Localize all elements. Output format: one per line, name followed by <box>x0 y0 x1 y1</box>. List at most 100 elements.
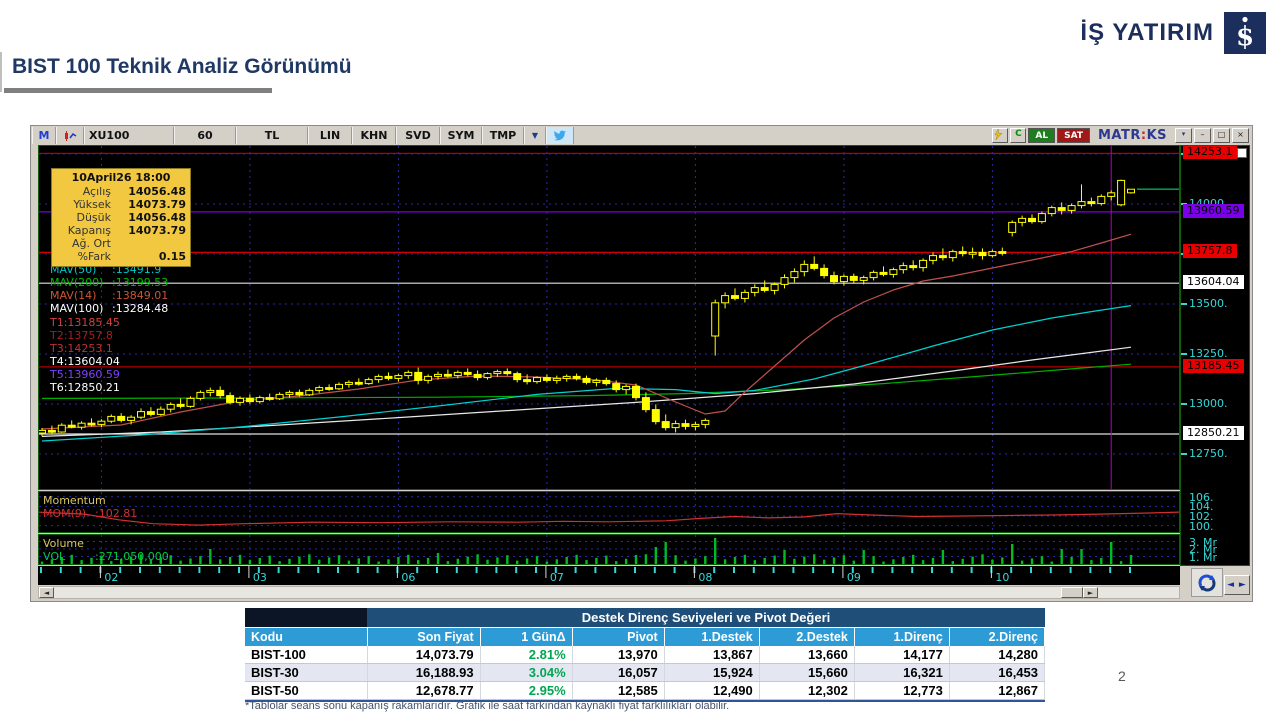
table-header-cell: 2.Destek <box>759 627 855 646</box>
t-level-label: T3:14253.1 <box>50 342 113 355</box>
table-cell: 16,321 <box>854 663 950 682</box>
t-level-label: T6:12850.21 <box>50 381 120 394</box>
period-field[interactable]: 60 <box>174 127 236 144</box>
table-cell: 13,970 <box>572 646 665 664</box>
price-tick-label: 13500. <box>1189 297 1228 310</box>
table-header-cell: Son Fiyat <box>367 627 481 646</box>
sell-button[interactable]: SAT <box>1057 128 1090 143</box>
flash-icon[interactable] <box>992 128 1009 143</box>
buy-button[interactable]: AL <box>1028 128 1056 143</box>
minimize-icon[interactable]: – <box>1194 128 1211 143</box>
table-cell: 14,073.79 <box>367 646 481 664</box>
table-header-cell: 2.Direnç <box>949 627 1046 646</box>
svg-text:$: $ <box>1236 22 1254 52</box>
momentum-tick-label: 106. <box>1189 490 1214 504</box>
table-cell: 13,867 <box>664 646 760 664</box>
momentum-tick-label: 104. <box>1189 500 1214 514</box>
table-header-cell: Kodu <box>245 627 368 646</box>
momentum-panel[interactable] <box>38 491 1180 533</box>
price-level-badge: 13757.8 <box>1183 244 1237 259</box>
svd-button[interactable]: SVD <box>396 127 440 144</box>
prev-next-buttons[interactable]: ◄ ► <box>1224 575 1250 595</box>
svg-text:06: 06 <box>401 571 415 584</box>
support-resistance-table: Kodu Son Fiyat 1 GünΔ Pivot 1.Destek 2.Destek… <box>245 627 1046 700</box>
table-cell: 2.95% <box>480 681 573 700</box>
axis-tick <box>1181 403 1187 405</box>
page-number: 2 <box>1118 668 1126 684</box>
table-header-cell: Pivot <box>572 627 665 646</box>
time-axis: 02 03 06 07 08 09 10 <box>38 566 1180 585</box>
horizontal-scrollbar[interactable]: ◄ ► <box>38 586 1180 599</box>
price-level-badge: 14253.1 <box>1183 146 1237 160</box>
sym-button[interactable]: SYM <box>440 127 482 144</box>
sync-icon[interactable] <box>1191 568 1223 597</box>
table-cell: 12,490 <box>664 681 760 700</box>
table-header-cell: 1 GünΔ <box>480 627 573 646</box>
t-level-label: T4:13604.04 <box>50 355 120 368</box>
currency-field[interactable]: TL <box>236 127 308 144</box>
price-level-badge: 13960.59 <box>1183 203 1244 218</box>
khn-button[interactable]: KHN <box>352 127 396 144</box>
lin-button[interactable]: LIN <box>308 127 352 144</box>
scroll-right-icon[interactable]: ► <box>1083 587 1098 598</box>
axis-tick <box>1181 353 1187 355</box>
price-level-badge: 12850.21 <box>1183 425 1244 440</box>
mav-label: MAV(200):13199.53 <box>50 276 169 289</box>
tmp-button[interactable]: TMP <box>482 127 524 144</box>
footnote: *Tablolar seans sonu kapanış rakamlarıdı… <box>245 700 730 712</box>
panel-restore-icon[interactable] <box>1237 148 1247 158</box>
main-chart-panel[interactable]: 10April26 18:00 Açılış 14056.48 Yüksek 140… <box>38 145 1180 490</box>
refresh-icon[interactable]: C <box>1010 128 1027 143</box>
table-row: BIST-100 14,073.79 2.81% 13,970 13,867 13,660… <box>245 646 1046 664</box>
is-yatirim-logo: İŞ YATIRIM $ <box>1080 12 1266 54</box>
chart-toolbar: M XU100 60 TL LIN KHN SVD SYM TMP ▼ C AL <box>32 127 1251 144</box>
svg-text:08: 08 <box>698 571 712 584</box>
volume-panel[interactable] <box>38 534 1180 565</box>
table-cell: BIST-50 <box>245 681 368 700</box>
table-cell: 15,660 <box>759 663 855 682</box>
chart-type-icon[interactable] <box>56 127 84 144</box>
table-header-row: Kodu Son Fiyat 1 GünΔ Pivot 1.Destek 2.Destek… <box>245 627 1046 646</box>
window-dropdown-icon[interactable]: ▾ <box>1175 128 1192 143</box>
volume-tick-label: 3. Mr <box>1189 535 1218 549</box>
table-cell: 14,280 <box>949 646 1046 664</box>
price-tick-label: 12750. <box>1189 447 1228 460</box>
table-title: Destek Direnç Seviyeleri ve Pivot Değeri <box>367 608 1045 627</box>
matriks-chart-window: M XU100 60 TL LIN KHN SVD SYM TMP ▼ C AL <box>30 125 1253 602</box>
svg-text:02: 02 <box>104 571 118 584</box>
is-yatirim-logo-text: İŞ YATIRIM <box>1080 19 1214 46</box>
table-cell: 12,302 <box>759 681 855 700</box>
svg-text:03: 03 <box>253 571 267 584</box>
scrollbar-thumb[interactable] <box>1061 587 1083 598</box>
table-cell: 15,924 <box>664 663 760 682</box>
scroll-left-icon[interactable]: ◄ <box>39 587 54 598</box>
mav-legend: MAV(50):13491.9 MAV(200):13199.53 MAV(14):… <box>50 263 168 315</box>
table-cell: 12,585 <box>572 681 665 700</box>
momentum-legend: Momentum MOM(9):102.81 <box>43 494 138 520</box>
mav-label: MAV(14):13849.01 <box>50 289 169 302</box>
price-level-badge: 13604.04 <box>1183 275 1244 290</box>
candlestick-chart[interactable] <box>39 146 1179 489</box>
table-header-cell: 1.Destek <box>664 627 760 646</box>
close-icon[interactable]: × <box>1232 128 1249 143</box>
price-tick-label: 13000. <box>1189 397 1228 410</box>
page-title: BIST 100 Teknik Analiz Görünümü <box>12 55 352 78</box>
t-level-label: T2:13757.8 <box>50 329 113 342</box>
price-tick-label: 13250. <box>1189 347 1228 360</box>
table-cell: 14,177 <box>854 646 950 664</box>
t-level-label: T1:13185.45 <box>50 316 120 329</box>
price-level-badge: 13185.45 <box>1183 358 1244 373</box>
title-left-tick <box>0 52 2 92</box>
price-axis: 14250.14000.13750.13500.13250.13000.1275… <box>1180 145 1250 566</box>
info-box-datetime: 10April26 18:00 <box>71 171 171 184</box>
table-cell: 16,188.93 <box>367 663 481 682</box>
twitter-icon[interactable] <box>546 127 574 144</box>
maximize-icon[interactable]: □ <box>1213 128 1230 143</box>
matriks-m-icon[interactable]: M <box>32 127 56 144</box>
table-cell: 13,660 <box>759 646 855 664</box>
toolbar-dropdown-icon[interactable]: ▼ <box>524 127 546 144</box>
symbol-field[interactable]: XU100 <box>84 127 174 144</box>
matriks-brand: MATR:KS <box>1097 128 1167 143</box>
table-cell: BIST-100 <box>245 646 368 664</box>
